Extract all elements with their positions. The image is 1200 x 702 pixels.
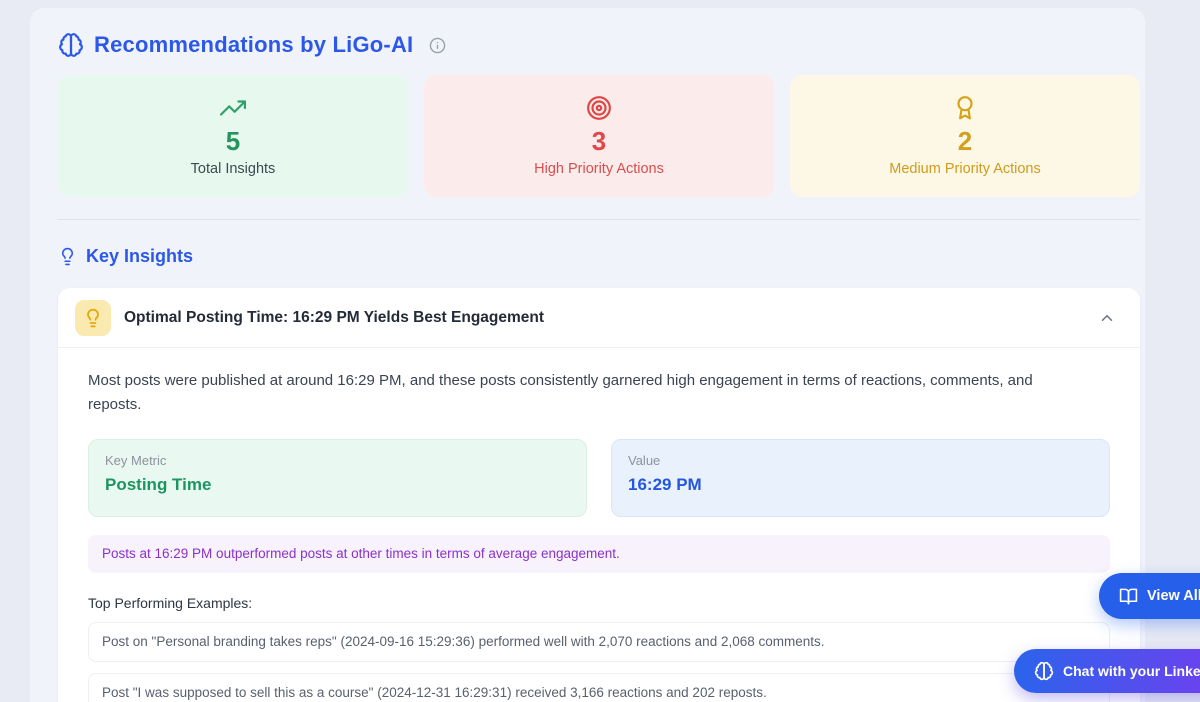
stat-card-total-insights: 5 Total Insights <box>58 75 408 197</box>
brain-icon <box>58 32 84 58</box>
book-open-icon <box>1119 587 1138 606</box>
stat-value: 2 <box>957 125 973 156</box>
insight-description: Most posts were published at around 16:2… <box>88 372 1033 414</box>
recommendations-panel: Recommendations by LiGo-AI 5 Total Insig… <box>30 8 1145 702</box>
metric-row: Key Metric Posting Time Value 16:29 PM <box>88 438 1110 517</box>
example-post-row: Post on "Personal branding takes reps" (… <box>88 621 1110 662</box>
insight-card: Optimal Posting Time: 16:29 PM Yields Be… <box>58 288 1140 702</box>
key-metric-box: Key Metric Posting Time <box>88 438 587 517</box>
stats-row: 5 Total Insights 3 High Priority Actions… <box>58 75 1140 197</box>
insight-card-header[interactable]: Optimal Posting Time: 16:29 PM Yields Be… <box>58 288 1140 348</box>
stat-label: Total Insights <box>190 161 276 178</box>
lightbulb-badge-icon <box>75 299 111 336</box>
award-icon <box>952 95 978 121</box>
chevron-up-icon[interactable] <box>1094 305 1120 331</box>
target-icon <box>586 95 612 121</box>
info-icon[interactable] <box>429 37 446 54</box>
stat-label: Medium Priority Actions <box>889 161 1041 178</box>
trending-up-icon <box>220 95 246 121</box>
examples-title: Top Performing Examples: <box>88 594 253 611</box>
stat-label: High Priority Actions <box>534 161 664 178</box>
chat-button[interactable]: Chat with your LinkedI <box>1014 649 1200 693</box>
stat-value: 5 <box>225 125 241 156</box>
highlight-note: Posts at 16:29 PM outperformed posts at … <box>88 534 1110 573</box>
value-value: 16:29 PM <box>628 474 702 494</box>
view-all-button[interactable]: View All <box>1099 573 1200 619</box>
key-metric-value: Posting Time <box>105 474 212 494</box>
page-header: Recommendations by LiGo-AI <box>58 32 446 58</box>
key-insights-header: Key Insights <box>58 246 193 267</box>
insight-title: Optimal Posting Time: 16:29 PM Yields Be… <box>124 308 545 326</box>
section-title: Key Insights <box>86 246 194 266</box>
brain-icon <box>1034 661 1054 681</box>
stat-value: 3 <box>591 125 607 156</box>
insight-card-body: Most posts were published at around 16:2… <box>58 348 1140 702</box>
key-metric-label: Key Metric <box>105 452 167 468</box>
stat-card-high-priority: 3 High Priority Actions <box>424 75 774 197</box>
value-box: Value 16:29 PM <box>611 438 1110 517</box>
value-label: Value <box>628 452 661 468</box>
example-post-row: Post "I was supposed to sell this as a c… <box>88 672 1110 702</box>
page-title: Recommendations by LiGo-AI <box>94 32 414 57</box>
section-divider <box>58 219 1140 220</box>
view-all-label: View All <box>1147 588 1200 604</box>
stat-card-medium-priority: 2 Medium Priority Actions <box>790 75 1140 197</box>
chat-label: Chat with your LinkedI <box>1063 663 1200 679</box>
lightbulb-icon <box>58 247 77 266</box>
